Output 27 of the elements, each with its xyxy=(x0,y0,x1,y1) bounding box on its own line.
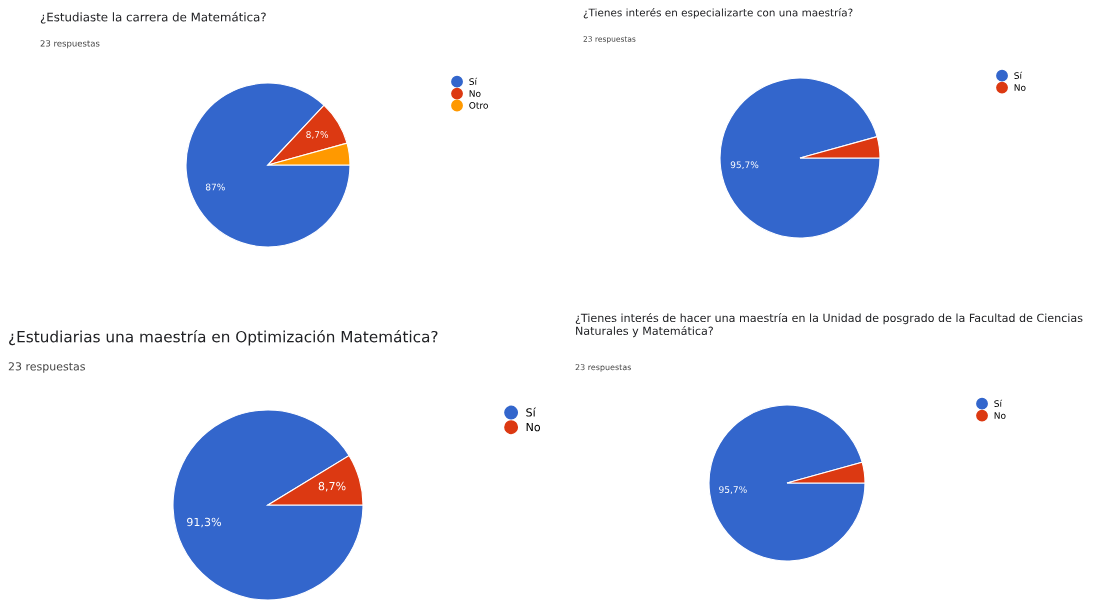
legend-label: Sí xyxy=(1014,71,1023,79)
data-label: 91,3% xyxy=(187,517,221,528)
legend-label: Sí xyxy=(994,399,1003,407)
legend-label: Otro xyxy=(469,101,488,109)
pie-slice xyxy=(172,409,364,601)
pie-slice xyxy=(708,404,866,562)
data-label: 8,7% xyxy=(306,131,329,139)
data-label: 95,7% xyxy=(730,161,759,170)
chart-title: ¿Tienes interés en especializarte con una maestría? xyxy=(583,8,853,19)
chart-title: ¿Estudiarias una maestría en Optimización Matemática? xyxy=(9,330,438,346)
legend-label: Sí xyxy=(526,407,536,417)
legend-label: No xyxy=(994,412,1006,419)
pie-slice xyxy=(719,77,881,239)
pie-slice xyxy=(185,82,351,248)
legend-label: No xyxy=(469,90,481,97)
chart-title: ¿Estudiaste la carrera de Matemática? xyxy=(40,11,266,24)
legend-label: Sí xyxy=(469,77,478,85)
data-label: 95,7% xyxy=(719,486,747,494)
chart-title: ¿Tienes interés de hacer una maestría en la Unidad de posgrado de la Facultad de Ciencias Naturales y Matemática? xyxy=(575,313,1083,338)
legend-label: No xyxy=(526,422,541,432)
text: 23 respuestas xyxy=(8,362,85,373)
text: 23 respuestas xyxy=(575,364,631,372)
data-label: 8,7% xyxy=(318,481,346,492)
legend-label: No xyxy=(1014,84,1026,91)
text: 23 respuestas xyxy=(40,40,100,49)
pie-slice xyxy=(267,104,348,166)
data-label: 87% xyxy=(205,183,225,191)
